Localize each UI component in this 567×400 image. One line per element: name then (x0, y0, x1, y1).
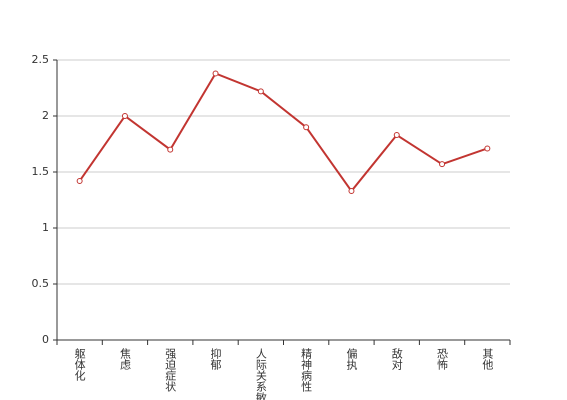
line-series (78, 72, 488, 193)
x-tick-label: 偏执 (345, 347, 358, 371)
x-tick-label: 其他 (481, 348, 494, 370)
y-tick-label: 0 (42, 333, 49, 346)
x-tick-label: 焦虑 (118, 348, 131, 370)
y-tick-label: 0.5 (32, 277, 50, 290)
y-tick-label: 1 (42, 221, 49, 234)
x-tick-label: 强迫症状 (164, 348, 177, 392)
x-tick-label: 精神病性 (300, 348, 313, 393)
point (348, 188, 355, 195)
y-tick-label: 2 (42, 109, 49, 122)
point (439, 161, 446, 168)
point (212, 70, 219, 77)
point (484, 145, 491, 152)
point (167, 146, 174, 153)
x-tick-label: 人际关系敏感 (254, 348, 267, 400)
y-tick-label: 2.5 (32, 53, 50, 66)
x-tick-label: 恐怖 (436, 348, 449, 370)
point (76, 177, 83, 184)
point (121, 113, 128, 119)
x-tick-label: 躯体化 (73, 348, 86, 382)
point (303, 124, 310, 131)
y-tick-label: 1.5 (32, 165, 50, 178)
x-tick-label: 抑郁 (209, 347, 222, 370)
x-tick-label: 敌对 (390, 347, 403, 370)
point (257, 88, 264, 95)
point (393, 132, 400, 139)
